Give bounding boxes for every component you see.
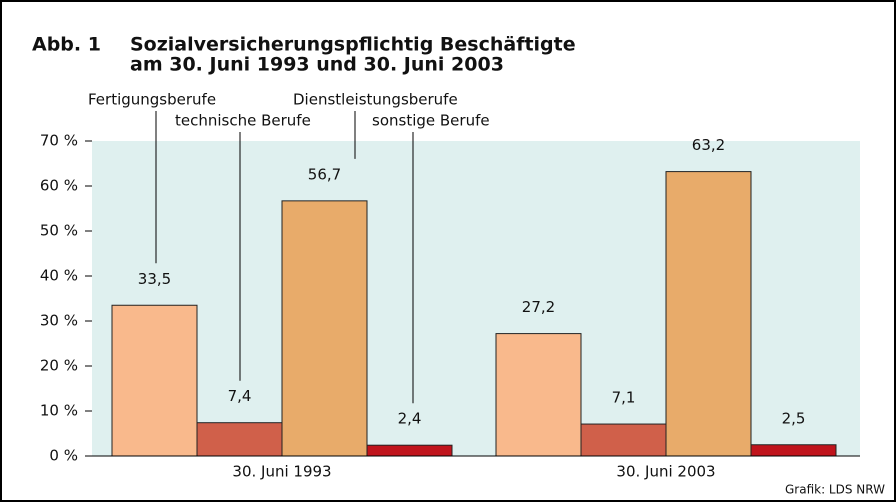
y-tick-label: 50 % [40, 222, 78, 240]
y-tick-label: 30 % [40, 312, 78, 330]
y-tick-label: 20 % [40, 357, 78, 375]
legend-label: sonstige Berufe [372, 112, 490, 130]
bar [111, 304, 198, 457]
bar [366, 444, 453, 457]
value-label: 27,2 [522, 298, 555, 316]
y-tick-label: 60 % [40, 177, 78, 195]
bar [196, 422, 283, 457]
x-tick-label: 30. Juni 2003 [616, 463, 715, 481]
bar [281, 200, 368, 457]
chart-title: Sozialversicherungspflichtig Beschäftigt… [130, 34, 576, 56]
x-tick-label: 30. Juni 1993 [232, 463, 331, 481]
bar [665, 171, 752, 457]
source: Grafik: LDS NRW [785, 483, 885, 497]
value-label: 63,2 [692, 136, 725, 154]
y-tick-label: 0 % [49, 447, 78, 465]
legend-label: Dienstleistungsberufe [293, 91, 458, 109]
bar [495, 333, 582, 457]
chart-title: am 30. Juni 1993 und 30. Juni 2003 [130, 54, 504, 76]
value-label: 33,5 [138, 270, 171, 288]
value-label: 2,5 [782, 409, 806, 427]
value-label: 2,4 [398, 410, 422, 428]
legend-label: Fertigungsberufe [88, 91, 216, 109]
value-label: 56,7 [308, 165, 341, 183]
y-tick-label: 70 % [40, 132, 78, 150]
y-tick-label: 40 % [40, 267, 78, 285]
figure-label: Abb. 1 [32, 34, 101, 56]
bar [580, 423, 667, 457]
value-label: 7,4 [228, 387, 252, 405]
y-tick-label: 10 % [40, 402, 78, 420]
legend-label: technische Berufe [175, 112, 311, 130]
value-label: 7,1 [612, 389, 636, 407]
bar [750, 444, 837, 457]
